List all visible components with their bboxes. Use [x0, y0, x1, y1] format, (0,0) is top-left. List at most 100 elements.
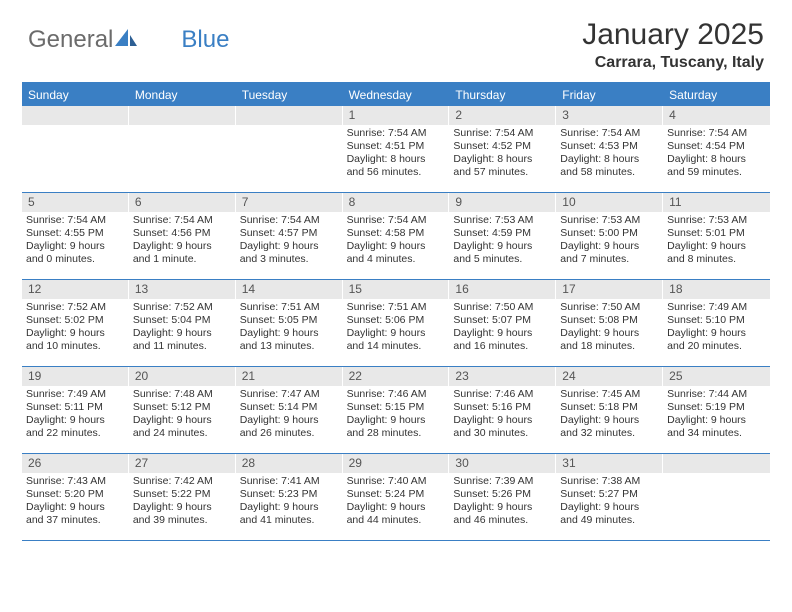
- calendar-cell: .: [22, 106, 129, 192]
- day-number: .: [663, 454, 770, 473]
- calendar-cell: 26Sunrise: 7:43 AMSunset: 5:20 PMDayligh…: [22, 454, 129, 540]
- day-details: Sunrise: 7:54 AMSunset: 4:55 PMDaylight:…: [22, 212, 129, 271]
- day-number: 28: [236, 454, 343, 473]
- day-number: 14: [236, 280, 343, 299]
- calendar-cell: 16Sunrise: 7:50 AMSunset: 5:07 PMDayligh…: [449, 280, 556, 366]
- day-number: 24: [556, 367, 663, 386]
- daylight-line: Daylight: 9 hours and 49 minutes.: [560, 501, 659, 527]
- calendar-week: 12Sunrise: 7:52 AMSunset: 5:02 PMDayligh…: [22, 280, 770, 367]
- day-details: Sunrise: 7:51 AMSunset: 5:06 PMDaylight:…: [343, 299, 450, 358]
- sunset-line: Sunset: 5:15 PM: [347, 401, 446, 414]
- title-block: January 2025 Carrara, Tuscany, Italy: [582, 18, 764, 72]
- day-details: Sunrise: 7:38 AMSunset: 5:27 PMDaylight:…: [556, 473, 663, 532]
- daylight-line: Daylight: 9 hours and 13 minutes.: [240, 327, 339, 353]
- dow-wednesday: Wednesday: [343, 84, 450, 106]
- calendar-cell: 7Sunrise: 7:54 AMSunset: 4:57 PMDaylight…: [236, 193, 343, 279]
- daylight-line: Daylight: 9 hours and 8 minutes.: [667, 240, 766, 266]
- daylight-line: Daylight: 9 hours and 0 minutes.: [26, 240, 125, 266]
- day-number: 6: [129, 193, 236, 212]
- day-details: Sunrise: 7:51 AMSunset: 5:05 PMDaylight:…: [236, 299, 343, 358]
- daylight-line: Daylight: 8 hours and 56 minutes.: [347, 153, 446, 179]
- sunrise-line: Sunrise: 7:50 AM: [560, 301, 659, 314]
- day-number: 8: [343, 193, 450, 212]
- dow-friday: Friday: [556, 84, 663, 106]
- sunset-line: Sunset: 5:24 PM: [347, 488, 446, 501]
- sunrise-line: Sunrise: 7:54 AM: [133, 214, 232, 227]
- day-number: 19: [22, 367, 129, 386]
- day-details: Sunrise: 7:53 AMSunset: 5:01 PMDaylight:…: [663, 212, 770, 271]
- daylight-line: Daylight: 9 hours and 46 minutes.: [453, 501, 552, 527]
- daylight-line: Daylight: 9 hours and 28 minutes.: [347, 414, 446, 440]
- sunrise-line: Sunrise: 7:53 AM: [453, 214, 552, 227]
- day-number: 22: [343, 367, 450, 386]
- daylight-line: Daylight: 9 hours and 26 minutes.: [240, 414, 339, 440]
- dow-monday: Monday: [129, 84, 236, 106]
- sunrise-line: Sunrise: 7:45 AM: [560, 388, 659, 401]
- day-details: Sunrise: 7:47 AMSunset: 5:14 PMDaylight:…: [236, 386, 343, 445]
- sunrise-line: Sunrise: 7:54 AM: [240, 214, 339, 227]
- daylight-line: Daylight: 8 hours and 58 minutes.: [560, 153, 659, 179]
- calendar-week: ...1Sunrise: 7:54 AMSunset: 4:51 PMDayli…: [22, 106, 770, 193]
- day-details: Sunrise: 7:41 AMSunset: 5:23 PMDaylight:…: [236, 473, 343, 532]
- day-details: Sunrise: 7:44 AMSunset: 5:19 PMDaylight:…: [663, 386, 770, 445]
- day-number: 3: [556, 106, 663, 125]
- daylight-line: Daylight: 9 hours and 1 minute.: [133, 240, 232, 266]
- calendar-cell: 17Sunrise: 7:50 AMSunset: 5:08 PMDayligh…: [556, 280, 663, 366]
- sunset-line: Sunset: 5:23 PM: [240, 488, 339, 501]
- calendar-cell: 29Sunrise: 7:40 AMSunset: 5:24 PMDayligh…: [343, 454, 450, 540]
- sunset-line: Sunset: 4:52 PM: [453, 140, 552, 153]
- day-details: Sunrise: 7:49 AMSunset: 5:11 PMDaylight:…: [22, 386, 129, 445]
- day-details: Sunrise: 7:43 AMSunset: 5:20 PMDaylight:…: [22, 473, 129, 532]
- sunset-line: Sunset: 5:00 PM: [560, 227, 659, 240]
- calendar-cell: 13Sunrise: 7:52 AMSunset: 5:04 PMDayligh…: [129, 280, 236, 366]
- calendar-cell: 20Sunrise: 7:48 AMSunset: 5:12 PMDayligh…: [129, 367, 236, 453]
- sunrise-line: Sunrise: 7:49 AM: [667, 301, 766, 314]
- day-number: 4: [663, 106, 770, 125]
- sunrise-line: Sunrise: 7:38 AM: [560, 475, 659, 488]
- sunrise-line: Sunrise: 7:50 AM: [453, 301, 552, 314]
- sunset-line: Sunset: 5:18 PM: [560, 401, 659, 414]
- sunrise-line: Sunrise: 7:39 AM: [453, 475, 552, 488]
- sunset-line: Sunset: 5:14 PM: [240, 401, 339, 414]
- calendar-cell: 25Sunrise: 7:44 AMSunset: 5:19 PMDayligh…: [663, 367, 770, 453]
- sunrise-line: Sunrise: 7:52 AM: [133, 301, 232, 314]
- calendar-cell: 12Sunrise: 7:52 AMSunset: 5:02 PMDayligh…: [22, 280, 129, 366]
- calendar-cell: 6Sunrise: 7:54 AMSunset: 4:56 PMDaylight…: [129, 193, 236, 279]
- sunrise-line: Sunrise: 7:46 AM: [347, 388, 446, 401]
- sunset-line: Sunset: 5:16 PM: [453, 401, 552, 414]
- day-details: Sunrise: 7:40 AMSunset: 5:24 PMDaylight:…: [343, 473, 450, 532]
- day-details: Sunrise: 7:49 AMSunset: 5:10 PMDaylight:…: [663, 299, 770, 358]
- calendar-cell: 27Sunrise: 7:42 AMSunset: 5:22 PMDayligh…: [129, 454, 236, 540]
- day-number: 27: [129, 454, 236, 473]
- sunset-line: Sunset: 4:55 PM: [26, 227, 125, 240]
- sunrise-line: Sunrise: 7:54 AM: [560, 127, 659, 140]
- sunrise-line: Sunrise: 7:41 AM: [240, 475, 339, 488]
- sunrise-line: Sunrise: 7:54 AM: [667, 127, 766, 140]
- calendar-cell: 14Sunrise: 7:51 AMSunset: 5:05 PMDayligh…: [236, 280, 343, 366]
- daylight-line: Daylight: 9 hours and 16 minutes.: [453, 327, 552, 353]
- sunset-line: Sunset: 5:27 PM: [560, 488, 659, 501]
- day-number: 10: [556, 193, 663, 212]
- sunset-line: Sunset: 5:04 PM: [133, 314, 232, 327]
- day-number: 9: [449, 193, 556, 212]
- daylight-line: Daylight: 8 hours and 57 minutes.: [453, 153, 552, 179]
- daylight-line: Daylight: 9 hours and 39 minutes.: [133, 501, 232, 527]
- calendar-cell: .: [663, 454, 770, 540]
- sunrise-line: Sunrise: 7:51 AM: [347, 301, 446, 314]
- day-details: Sunrise: 7:39 AMSunset: 5:26 PMDaylight:…: [449, 473, 556, 532]
- day-number: 17: [556, 280, 663, 299]
- sunset-line: Sunset: 4:51 PM: [347, 140, 446, 153]
- logo-text-1: General: [28, 26, 113, 54]
- calendar-cell: 31Sunrise: 7:38 AMSunset: 5:27 PMDayligh…: [556, 454, 663, 540]
- day-details: Sunrise: 7:54 AMSunset: 4:58 PMDaylight:…: [343, 212, 450, 271]
- sunset-line: Sunset: 5:07 PM: [453, 314, 552, 327]
- daylight-line: Daylight: 9 hours and 10 minutes.: [26, 327, 125, 353]
- calendar-cell: 10Sunrise: 7:53 AMSunset: 5:00 PMDayligh…: [556, 193, 663, 279]
- daylight-line: Daylight: 9 hours and 7 minutes.: [560, 240, 659, 266]
- sunrise-line: Sunrise: 7:49 AM: [26, 388, 125, 401]
- header: General Blue January 2025 Carrara, Tusca…: [0, 0, 792, 78]
- calendar-cell: 21Sunrise: 7:47 AMSunset: 5:14 PMDayligh…: [236, 367, 343, 453]
- day-number: 29: [343, 454, 450, 473]
- sunset-line: Sunset: 5:01 PM: [667, 227, 766, 240]
- calendar-week: 19Sunrise: 7:49 AMSunset: 5:11 PMDayligh…: [22, 367, 770, 454]
